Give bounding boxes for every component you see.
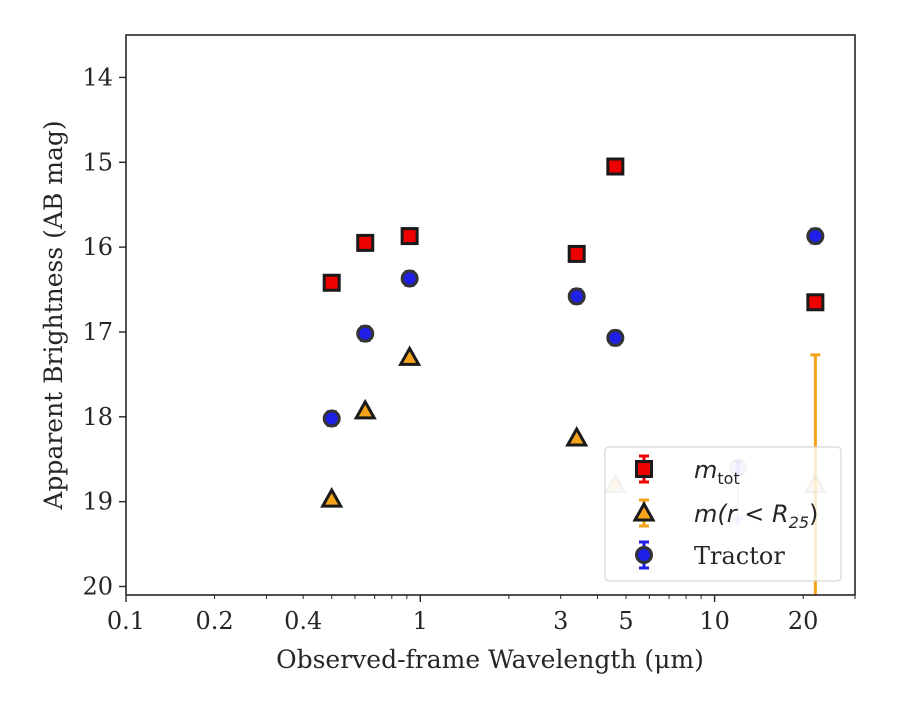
x-tick-label: 20 xyxy=(788,607,819,635)
y-axis: 14 15 16 17 18 19 20 xyxy=(82,63,126,601)
x-tick-label: 10 xyxy=(699,607,730,635)
square-marker xyxy=(606,157,625,176)
circle-marker xyxy=(606,328,625,347)
y-tick-label: 15 xyxy=(82,148,113,176)
triangle-marker xyxy=(632,500,656,522)
circle-marker xyxy=(356,324,375,343)
square-marker xyxy=(635,460,653,478)
triangle-marker xyxy=(353,398,377,420)
y-tick-label: 16 xyxy=(82,233,113,261)
circle-marker xyxy=(400,269,419,288)
circle-marker xyxy=(806,227,825,246)
series-0 xyxy=(322,157,825,312)
square-marker xyxy=(567,244,586,263)
x-tick-label: 0.2 xyxy=(196,607,234,635)
y-axis-label: Apparent Brightness (AB mag) xyxy=(39,120,68,510)
y-tick-label: 14 xyxy=(82,63,113,91)
x-axis-label: Observed-frame Wavelength (μm) xyxy=(276,645,704,674)
y-tick-label: 17 xyxy=(82,318,113,346)
x-tick-label: 0.1 xyxy=(107,607,145,635)
legend: mtot m(r < R25) Tractor xyxy=(604,446,842,582)
square-marker xyxy=(806,293,825,312)
legend-label: mtot xyxy=(694,456,740,488)
x-tick-label: 5 xyxy=(618,607,633,635)
square-marker xyxy=(322,273,341,292)
legend-label: Tractor xyxy=(694,542,785,570)
circle-marker xyxy=(635,546,653,564)
square-marker xyxy=(400,227,419,246)
circle-marker xyxy=(322,409,341,428)
x-tick-label: 3 xyxy=(553,607,568,635)
legend-label: m(r < R25) xyxy=(694,500,818,532)
legend-box xyxy=(604,446,842,582)
triangle-marker xyxy=(398,345,422,366)
plot-frame xyxy=(125,34,856,596)
triangle-marker xyxy=(320,487,344,508)
x-axis: 0.1 0.2 0.4 1 3 5 10 20 xyxy=(107,595,856,635)
triangle-marker xyxy=(565,425,589,447)
x-tick-label: 0.4 xyxy=(284,607,322,635)
x-tick-label: 1 xyxy=(413,607,428,635)
y-tick-label: 18 xyxy=(82,403,113,431)
square-marker xyxy=(356,233,375,252)
y-tick-label: 20 xyxy=(82,573,113,601)
y-tick-label: 19 xyxy=(82,488,113,516)
circle-marker xyxy=(567,287,586,306)
